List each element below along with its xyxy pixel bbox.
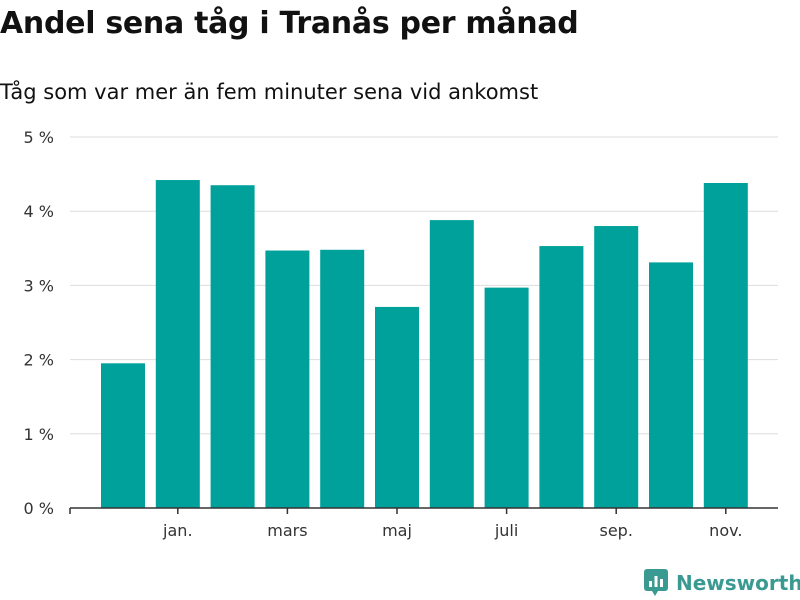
x-tick-label: nov. bbox=[709, 521, 742, 540]
y-tick-label: 5 % bbox=[24, 128, 54, 147]
newsworthy-logo-icon bbox=[644, 569, 668, 596]
bar-chart: 0 % 1 % 2 % 3 % 4 % 5 % jan. mars maj juli sep. no… bbox=[24, 128, 778, 540]
bar bbox=[375, 306, 419, 508]
x-axis-labels: jan. mars maj juli sep. nov. bbox=[162, 521, 742, 540]
bar bbox=[320, 249, 365, 508]
bar bbox=[703, 183, 748, 508]
chart-title: Andel sena tåg i Tranås per månad bbox=[0, 6, 579, 41]
bar bbox=[649, 262, 693, 508]
x-tick-label: maj bbox=[382, 521, 412, 540]
x-tick-label: juli bbox=[494, 521, 518, 540]
x-tick-label: mars bbox=[267, 521, 307, 540]
y-tick-label: 4 % bbox=[24, 202, 54, 221]
bar bbox=[265, 250, 310, 508]
bar bbox=[429, 220, 474, 508]
bars bbox=[101, 180, 748, 509]
bar bbox=[539, 246, 584, 508]
bar bbox=[101, 363, 145, 508]
bar bbox=[155, 180, 200, 508]
y-tick-label: 0 % bbox=[24, 499, 54, 518]
x-tick-label: jan. bbox=[162, 521, 192, 540]
y-tick-label: 2 % bbox=[24, 351, 54, 370]
y-axis-labels: 0 % 1 % 2 % 3 % 4 % 5 % bbox=[24, 128, 54, 518]
bar bbox=[210, 185, 255, 509]
y-tick-label: 3 % bbox=[24, 276, 54, 295]
bar bbox=[594, 226, 639, 509]
bar bbox=[484, 287, 529, 508]
x-tick-label: sep. bbox=[599, 521, 632, 540]
brand-name: Newsworthy bbox=[676, 571, 800, 595]
chart-subtitle: Tåg som var mer än fem minuter sena vid … bbox=[0, 80, 539, 104]
brand-logo: Newsworthy bbox=[644, 566, 800, 600]
y-tick-label: 1 % bbox=[24, 425, 54, 444]
x-axis bbox=[69, 507, 778, 514]
